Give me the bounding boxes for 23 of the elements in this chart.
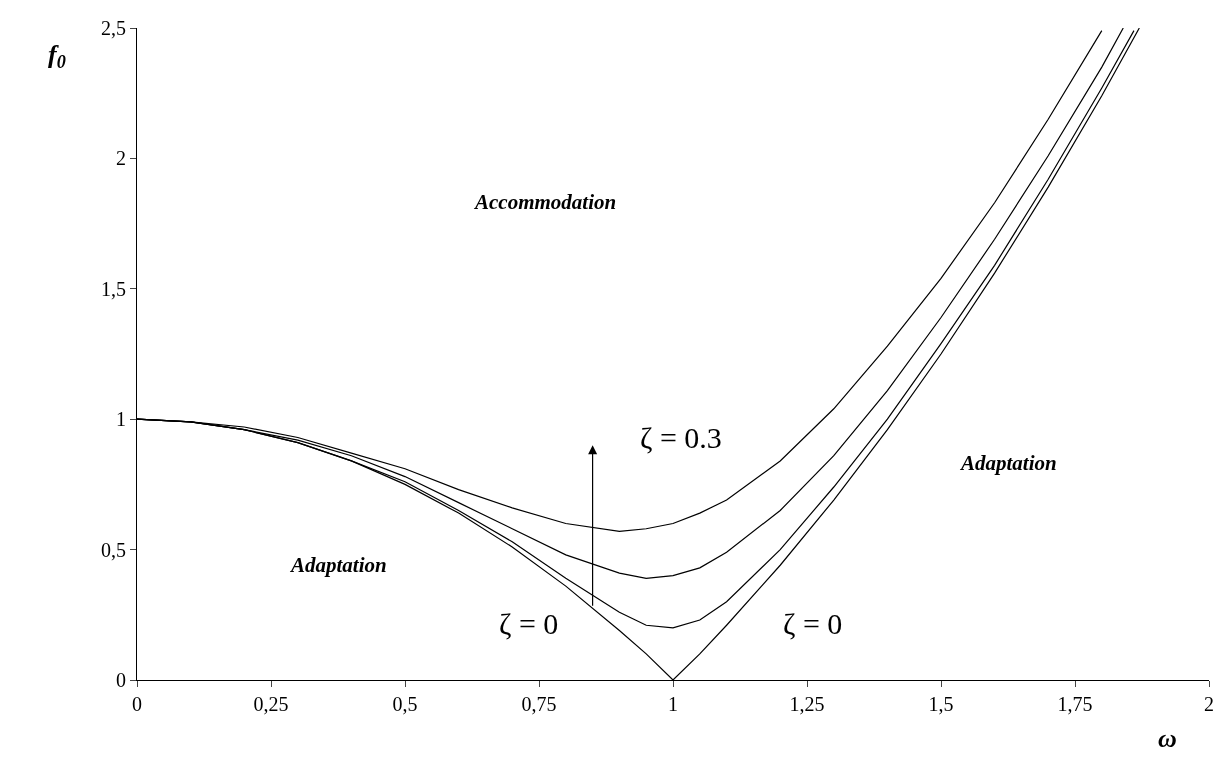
y-axis-title: f$_{0}$ [48,40,66,73]
y-tick-label: 1,5 [101,277,126,300]
y-tick-label: 0,5 [101,538,126,561]
x-tick-label: 0 [132,693,142,715]
annotation: Accommodation [473,190,617,214]
x-tick-label: 1,5 [928,693,954,715]
annotation: ζ = 0 [499,607,559,640]
x-tick-label: 0,5 [392,693,418,715]
x-tick-label: 1,25 [789,693,825,715]
x-tick-label: 1,75 [1057,693,1093,715]
y-tick-label: 2 [116,147,126,170]
annotation: Adaptation [959,451,1057,475]
annotation: Adaptation [289,553,387,577]
y-tick-label: 2,5 [101,17,126,39]
y-tick-label: 1 [116,408,126,431]
x-tick-label: 1 [668,693,678,715]
x-tick-label: 0,75 [521,693,557,715]
y-tick-label: 0 [116,669,126,691]
annotation: ζ = 0 [783,607,843,640]
x-axis-title: ω [1158,724,1177,753]
x-tick-label: 2 [1204,693,1214,715]
annotation: ζ = 0.3 [640,421,722,454]
x-tick-label: 0,25 [253,693,289,715]
